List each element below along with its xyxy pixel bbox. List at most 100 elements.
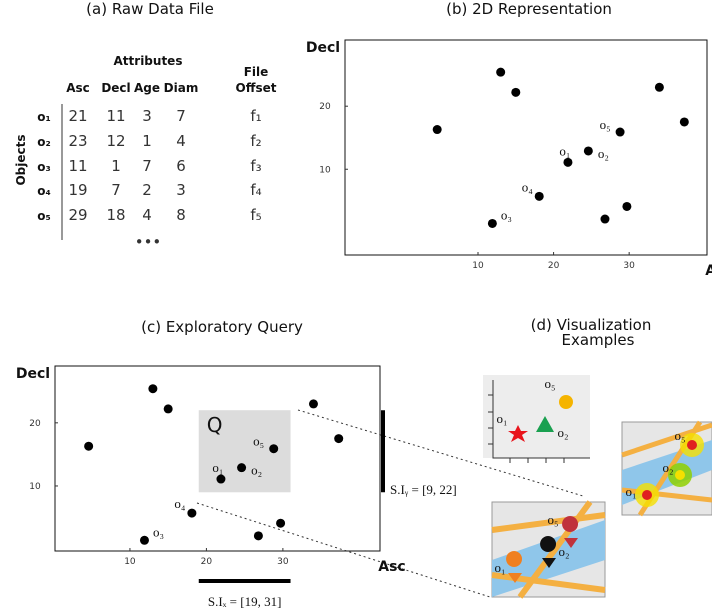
data-point [488, 219, 497, 228]
table-cell: 6 [176, 157, 186, 175]
panel-title: (b) 2D Representation [446, 0, 612, 18]
table-cell: 2 [142, 181, 152, 199]
column-header: File [244, 65, 269, 79]
column-header: Diam [164, 81, 199, 95]
ellipsis: ••• [135, 233, 162, 251]
column-header: Decl [101, 81, 130, 95]
point-label: o₁ [212, 460, 223, 475]
file-offset: f₄ [250, 181, 261, 199]
glyph-label: o₅ [674, 428, 685, 443]
row-label: o₃ [37, 160, 51, 174]
data-point [309, 399, 318, 408]
glyph-label: o₂ [662, 460, 673, 475]
file-offset: f₃ [250, 157, 261, 175]
data-point [511, 88, 520, 97]
data-point [496, 68, 505, 77]
table-cell: 7 [111, 181, 121, 199]
panel-title: Examples [562, 331, 635, 349]
data-point [535, 192, 544, 201]
data-point [140, 536, 149, 545]
data-point [269, 444, 278, 453]
query-label: Q [207, 413, 223, 437]
data-point [622, 202, 631, 211]
data-point [164, 404, 173, 413]
data-point [84, 442, 93, 451]
x-tick-label: 30 [277, 557, 289, 567]
table-cell: 7 [176, 107, 186, 125]
point-label: o₂ [251, 463, 262, 478]
data-point [563, 158, 572, 167]
x-tick-label: 20 [548, 261, 560, 271]
row-label: o₅ [37, 209, 51, 223]
point-label: o₅ [253, 434, 264, 449]
table-cell: 7 [142, 157, 152, 175]
column-header: Age [134, 81, 160, 95]
data-point [254, 531, 263, 540]
glyph-label: o₁ [496, 411, 507, 426]
glyph-label: o₂ [557, 425, 568, 440]
row-label: o₂ [37, 135, 51, 149]
point-label: o₂ [598, 146, 609, 161]
file-offset: f₅ [250, 206, 261, 224]
glyph-label: o₁ [625, 484, 636, 499]
y-tick-label: 10 [319, 165, 331, 175]
data-point [655, 83, 664, 92]
table-cell: 4 [176, 132, 186, 150]
table-cell: 8 [176, 206, 186, 224]
panel-title: (c) Exploratory Query [141, 318, 303, 336]
point-label: o₃ [501, 207, 512, 222]
heat-spot [675, 470, 685, 480]
column-header: Offset [236, 81, 277, 95]
glyph-label: o₅ [544, 376, 555, 391]
table-cell: 1 [111, 157, 121, 175]
data-point [276, 519, 285, 528]
table-cell: 18 [106, 206, 125, 224]
y-tick-label: 20 [29, 419, 41, 429]
table-cell: 1 [142, 132, 152, 150]
table-cell: 23 [68, 132, 87, 150]
point-label: o₄ [174, 496, 186, 511]
table-cell: 3 [142, 107, 152, 125]
y-axis-label: Decl [306, 40, 340, 56]
data-point [334, 434, 343, 443]
y-tick-label: 20 [319, 102, 331, 112]
group-header: Attributes [114, 54, 183, 68]
table-cell: 11 [68, 157, 87, 175]
point-label: o₅ [600, 117, 611, 132]
y-axis-label: Decl [16, 366, 50, 382]
x-axis-label: Asc [378, 559, 405, 575]
row-axis-label: Objects [14, 134, 28, 185]
data-point [216, 475, 225, 484]
glyph-circle [559, 395, 573, 409]
row-label: o₁ [37, 110, 51, 124]
x-tick-label: 30 [623, 261, 635, 271]
figure: (a) Raw Data File (b) 2D Representation … [0, 0, 712, 615]
table-cell: 19 [68, 181, 87, 199]
data-point [148, 384, 157, 393]
x-tick-label: 10 [472, 261, 484, 271]
panel-title: (a) Raw Data File [86, 0, 214, 18]
heat-spot [642, 490, 652, 500]
point-label: o₄ [522, 179, 534, 194]
interval-label: S.Iₓ = [19, 31] [208, 594, 282, 609]
data-point [600, 215, 609, 224]
row-label: o₄ [37, 184, 51, 198]
plot-frame [345, 40, 707, 255]
glyph-label: o₅ [547, 512, 558, 527]
data-point [187, 509, 196, 518]
y-tick-label: 10 [29, 482, 41, 492]
x-tick-label: 10 [124, 557, 136, 567]
glyph-label: o₁ [494, 560, 505, 575]
table-cell: 21 [68, 107, 87, 125]
table-cell: 11 [106, 107, 125, 125]
table-cell: 12 [106, 132, 125, 150]
column-header: Asc [66, 81, 90, 95]
x-axis-label: Asc [705, 263, 712, 279]
data-point [433, 125, 442, 134]
table-cell: 4 [142, 206, 152, 224]
data-point [584, 146, 593, 155]
heat-spot [687, 440, 697, 450]
glyph-label: o₂ [558, 544, 569, 559]
file-offset: f₂ [250, 132, 261, 150]
x-tick-label: 20 [201, 557, 213, 567]
